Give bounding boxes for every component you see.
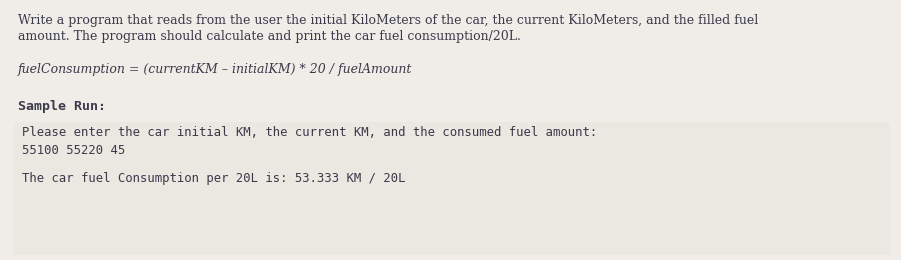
FancyBboxPatch shape	[14, 122, 890, 255]
Text: Write a program that reads from the user the initial KiloMeters of the car, the : Write a program that reads from the user…	[18, 14, 759, 27]
Text: Sample Run:: Sample Run:	[18, 100, 106, 113]
Text: Please enter the car initial KM, the current KM, and the consumed fuel amount:: Please enter the car initial KM, the cur…	[22, 126, 597, 139]
Text: amount. The program should calculate and print the car fuel consumption/20L.: amount. The program should calculate and…	[18, 30, 521, 43]
Text: fuelConsumption = (currentKM – initialKM) * 20 / fuelAmount: fuelConsumption = (currentKM – initialKM…	[18, 63, 413, 76]
Text: The car fuel Consumption per 20L is: 53.333 KM / 20L: The car fuel Consumption per 20L is: 53.…	[22, 172, 405, 185]
Text: 55100 55220 45: 55100 55220 45	[22, 144, 125, 157]
